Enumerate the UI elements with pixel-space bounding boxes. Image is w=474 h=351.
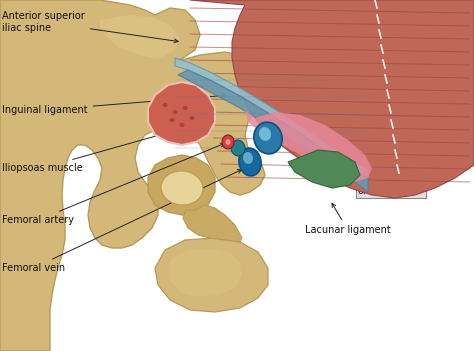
- Ellipse shape: [170, 118, 174, 122]
- Ellipse shape: [259, 127, 271, 141]
- Ellipse shape: [254, 122, 282, 154]
- Ellipse shape: [239, 148, 261, 176]
- Text: Cord structures: Cord structures: [272, 137, 405, 153]
- Text: Lacunar ligament: Lacunar ligament: [305, 203, 391, 235]
- Ellipse shape: [243, 152, 253, 164]
- Polygon shape: [148, 82, 215, 145]
- Polygon shape: [183, 205, 242, 242]
- Ellipse shape: [182, 106, 188, 110]
- Text: Rectus abdominis: Rectus abdominis: [318, 5, 405, 15]
- Polygon shape: [178, 70, 368, 192]
- Text: Anterior superior
iliac spine: Anterior superior iliac spine: [2, 11, 178, 43]
- Ellipse shape: [226, 139, 230, 145]
- Text: Iliopsoas muscle: Iliopsoas muscle: [2, 125, 191, 173]
- Ellipse shape: [180, 123, 184, 127]
- Ellipse shape: [173, 110, 177, 114]
- Polygon shape: [155, 238, 268, 312]
- Polygon shape: [0, 0, 268, 351]
- Polygon shape: [168, 248, 242, 297]
- Polygon shape: [175, 58, 368, 178]
- Ellipse shape: [190, 116, 194, 120]
- Ellipse shape: [222, 135, 234, 149]
- Ellipse shape: [161, 171, 203, 205]
- Polygon shape: [148, 155, 215, 215]
- Polygon shape: [288, 150, 360, 188]
- Polygon shape: [100, 15, 180, 58]
- Ellipse shape: [231, 140, 245, 156]
- Text: Femoral vein: Femoral vein: [2, 170, 242, 273]
- Ellipse shape: [163, 103, 167, 107]
- Polygon shape: [245, 110, 372, 182]
- Text: Femoral artery: Femoral artery: [2, 143, 224, 225]
- Text: Myopectineal
orifice: Myopectineal orifice: [349, 172, 423, 196]
- Polygon shape: [190, 0, 474, 198]
- Text: Inguinal ligament: Inguinal ligament: [2, 94, 226, 115]
